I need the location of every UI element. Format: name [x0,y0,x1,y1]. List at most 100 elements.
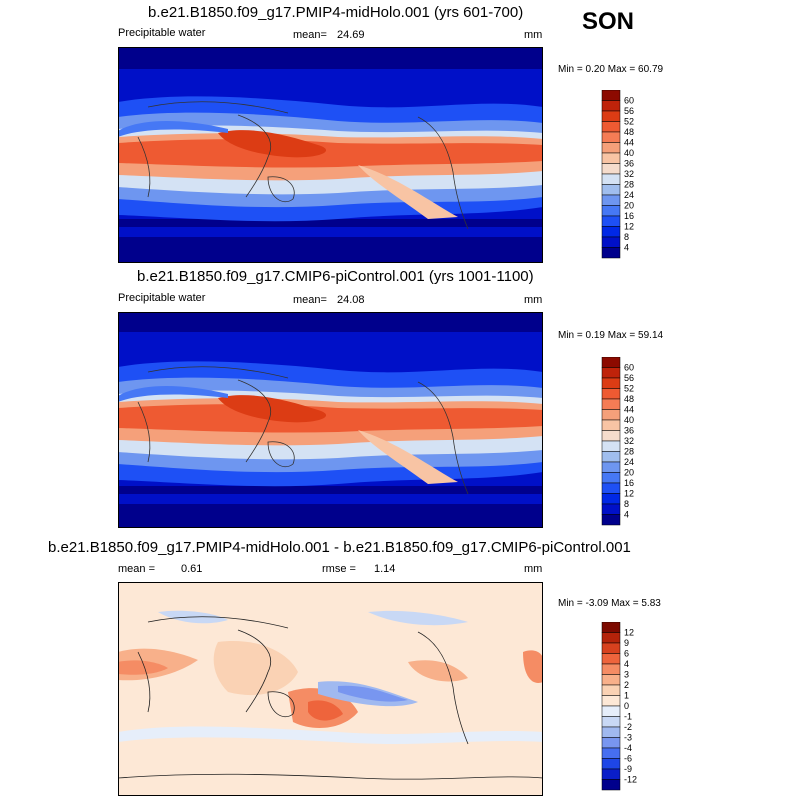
panel1-mean-label: mean= [293,29,327,41]
panel2-colorbar-tick-label: 20 [624,468,634,478]
panel2-units: mm [524,294,543,306]
panel2-colorbar-tick-label: 24 [624,457,634,467]
panel2-colorbar-tick-label: 16 [624,478,634,488]
panel3-colorbar-tick-label: -12 [624,775,637,785]
panel3-minmax: Min = -3.09 Max = 5.83 [558,598,661,609]
panel2-title: b.e21.B1850.f09_g17.CMIP6-piControl.001 … [137,268,534,285]
panel3-colorbar-tick-label: -2 [624,722,632,732]
panel1-colorbar-box-3 [601,121,621,133]
panel3-colorbar-tick-label: 2 [624,680,629,690]
panel3-units: mm [524,563,543,575]
panel2-colorbar-tick-label: 28 [624,447,634,457]
panel2-colorbar-box-5 [601,409,621,421]
panel1-minmax: Min = 0.20 Max = 60.79 [558,64,664,75]
panel3-colorbar-box-8 [601,705,621,717]
panel1-colorbar-tick-label: 20 [624,201,634,211]
panel2-colorbar-tick-label: 56 [624,373,634,383]
panel3-colorbar-tick-label: -6 [624,754,632,764]
panel1-mean: 24.69 [337,29,365,41]
panel3-colorbar-tick-label: 1 [624,691,629,701]
panel2-colorbar-tick-label: 40 [624,415,634,425]
panel1-colorbar-tick-label: 36 [624,159,634,169]
panel1-variable: Precipitable water [118,27,206,39]
panel2-colorbar-box-6 [601,419,621,431]
season-label: SON [582,8,635,35]
panel3-colorbar-box-4 [601,663,621,675]
panel3-map [118,582,543,796]
panel2-mean-label: mean= [293,294,327,306]
panel1-colorbar-box-12 [601,215,621,227]
panel1-colorbar-tick-label: 12 [624,222,634,232]
panel2-colorbar-box-8 [601,440,621,452]
panel1-colorbar-box-8 [601,173,621,185]
panel1-colorbar-tick-label: 28 [624,180,634,190]
panel1-colorbar-box-14 [601,236,621,248]
panel3-colorbar-box-7 [601,695,621,707]
panel2-colorbar-tick-label: 4 [624,510,629,520]
panel1-colorbar-box-7 [601,163,621,175]
panel3-colorbar-tick-label: 4 [624,659,629,669]
panel3-colorbar-box-5 [601,674,621,686]
panel1-colorbar-box-15 [601,247,621,259]
panel1-units: mm [524,29,543,41]
panel3-colorbar-box-6 [601,684,621,696]
panel2-colorbar-box-15 [601,514,621,526]
panel3-title: b.e21.B1850.f09_g17.PMIP4-midHolo.001 - … [48,539,631,556]
panel1-colorbar-tick-label: 60 [624,96,634,106]
panel3-colorbar-tick-label: -9 [624,764,632,774]
panel3-colorbar-tick-label: 0 [624,701,629,711]
panel1-colorbar-tick-label: 32 [624,169,634,179]
panel3-colorbar-box-10 [601,726,621,738]
panel1-colorbar-tick-label: 48 [624,127,634,137]
panel1-colorbar-tick-label: 52 [624,117,634,127]
panel1-colorbar-box-11 [601,205,621,217]
panel2-map [118,312,543,528]
panel2-colorbar-tick-label: 32 [624,436,634,446]
panel1-colorbar-box-9 [601,184,621,196]
panel1-colorbar-tick-label: 56 [624,106,634,116]
panel2-variable: Precipitable water [118,292,206,304]
panel1-colorbar-box-0 [601,90,621,101]
panel3-colorbar-box-2 [601,642,621,654]
panel1-colorbar-box-4 [601,131,621,143]
panel3-colorbar-box-11 [601,737,621,749]
panel3-colorbar-tick-label: 3 [624,670,629,680]
panel3-colorbar-tick-label: 6 [624,649,629,659]
panel2-colorbar-tick-label: 48 [624,394,634,404]
panel2-colorbar-box-11 [601,472,621,484]
panel1-colorbar-box-5 [601,142,621,154]
panel3-mean-label: mean = [118,563,155,575]
panel3-rmse-label: rmse = [322,563,356,575]
panel1-colorbar-box-13 [601,226,621,238]
panel2-colorbar-box-1 [601,367,621,379]
panel2-colorbar-tick-label: 36 [624,426,634,436]
panel2-colorbar-box-10 [601,461,621,473]
panel3-colorbar-box-14 [601,768,621,780]
panel2-mean: 24.08 [337,294,365,306]
panel1-title: b.e21.B1850.f09_g17.PMIP4-midHolo.001 (y… [148,4,524,21]
panel1-colorbar-box-10 [601,194,621,206]
panel1-colorbar-box-6 [601,152,621,164]
panel1-colorbar-tick-label: 24 [624,190,634,200]
panel3-rmse: 1.14 [374,563,396,575]
panel3-colorbar-box-1 [601,632,621,644]
panel3-colorbar-tick-label: -4 [624,743,632,753]
panel2-colorbar-tick-label: 12 [624,489,634,499]
panel3-colorbar-tick-label: -3 [624,733,632,743]
panel2-colorbar-tick-label: 60 [624,363,634,373]
panel2-colorbar-box-3 [601,388,621,400]
panel2-colorbar-tick-label: 52 [624,384,634,394]
panel1-colorbar-tick-label: 16 [624,211,634,221]
panel2-colorbar-tick-label: 44 [624,405,634,415]
panel3-colorbar-box-0 [601,622,621,633]
panel3-colorbar-tick-label: -1 [624,712,632,722]
panel1-map [118,47,543,263]
panel3-colorbar-box-15 [601,779,621,791]
panel2-colorbar-box-2 [601,377,621,389]
panel3-colorbar-box-9 [601,716,621,728]
panel3-mean: 0.61 [181,563,203,575]
panel3-colorbar-box-13 [601,758,621,770]
